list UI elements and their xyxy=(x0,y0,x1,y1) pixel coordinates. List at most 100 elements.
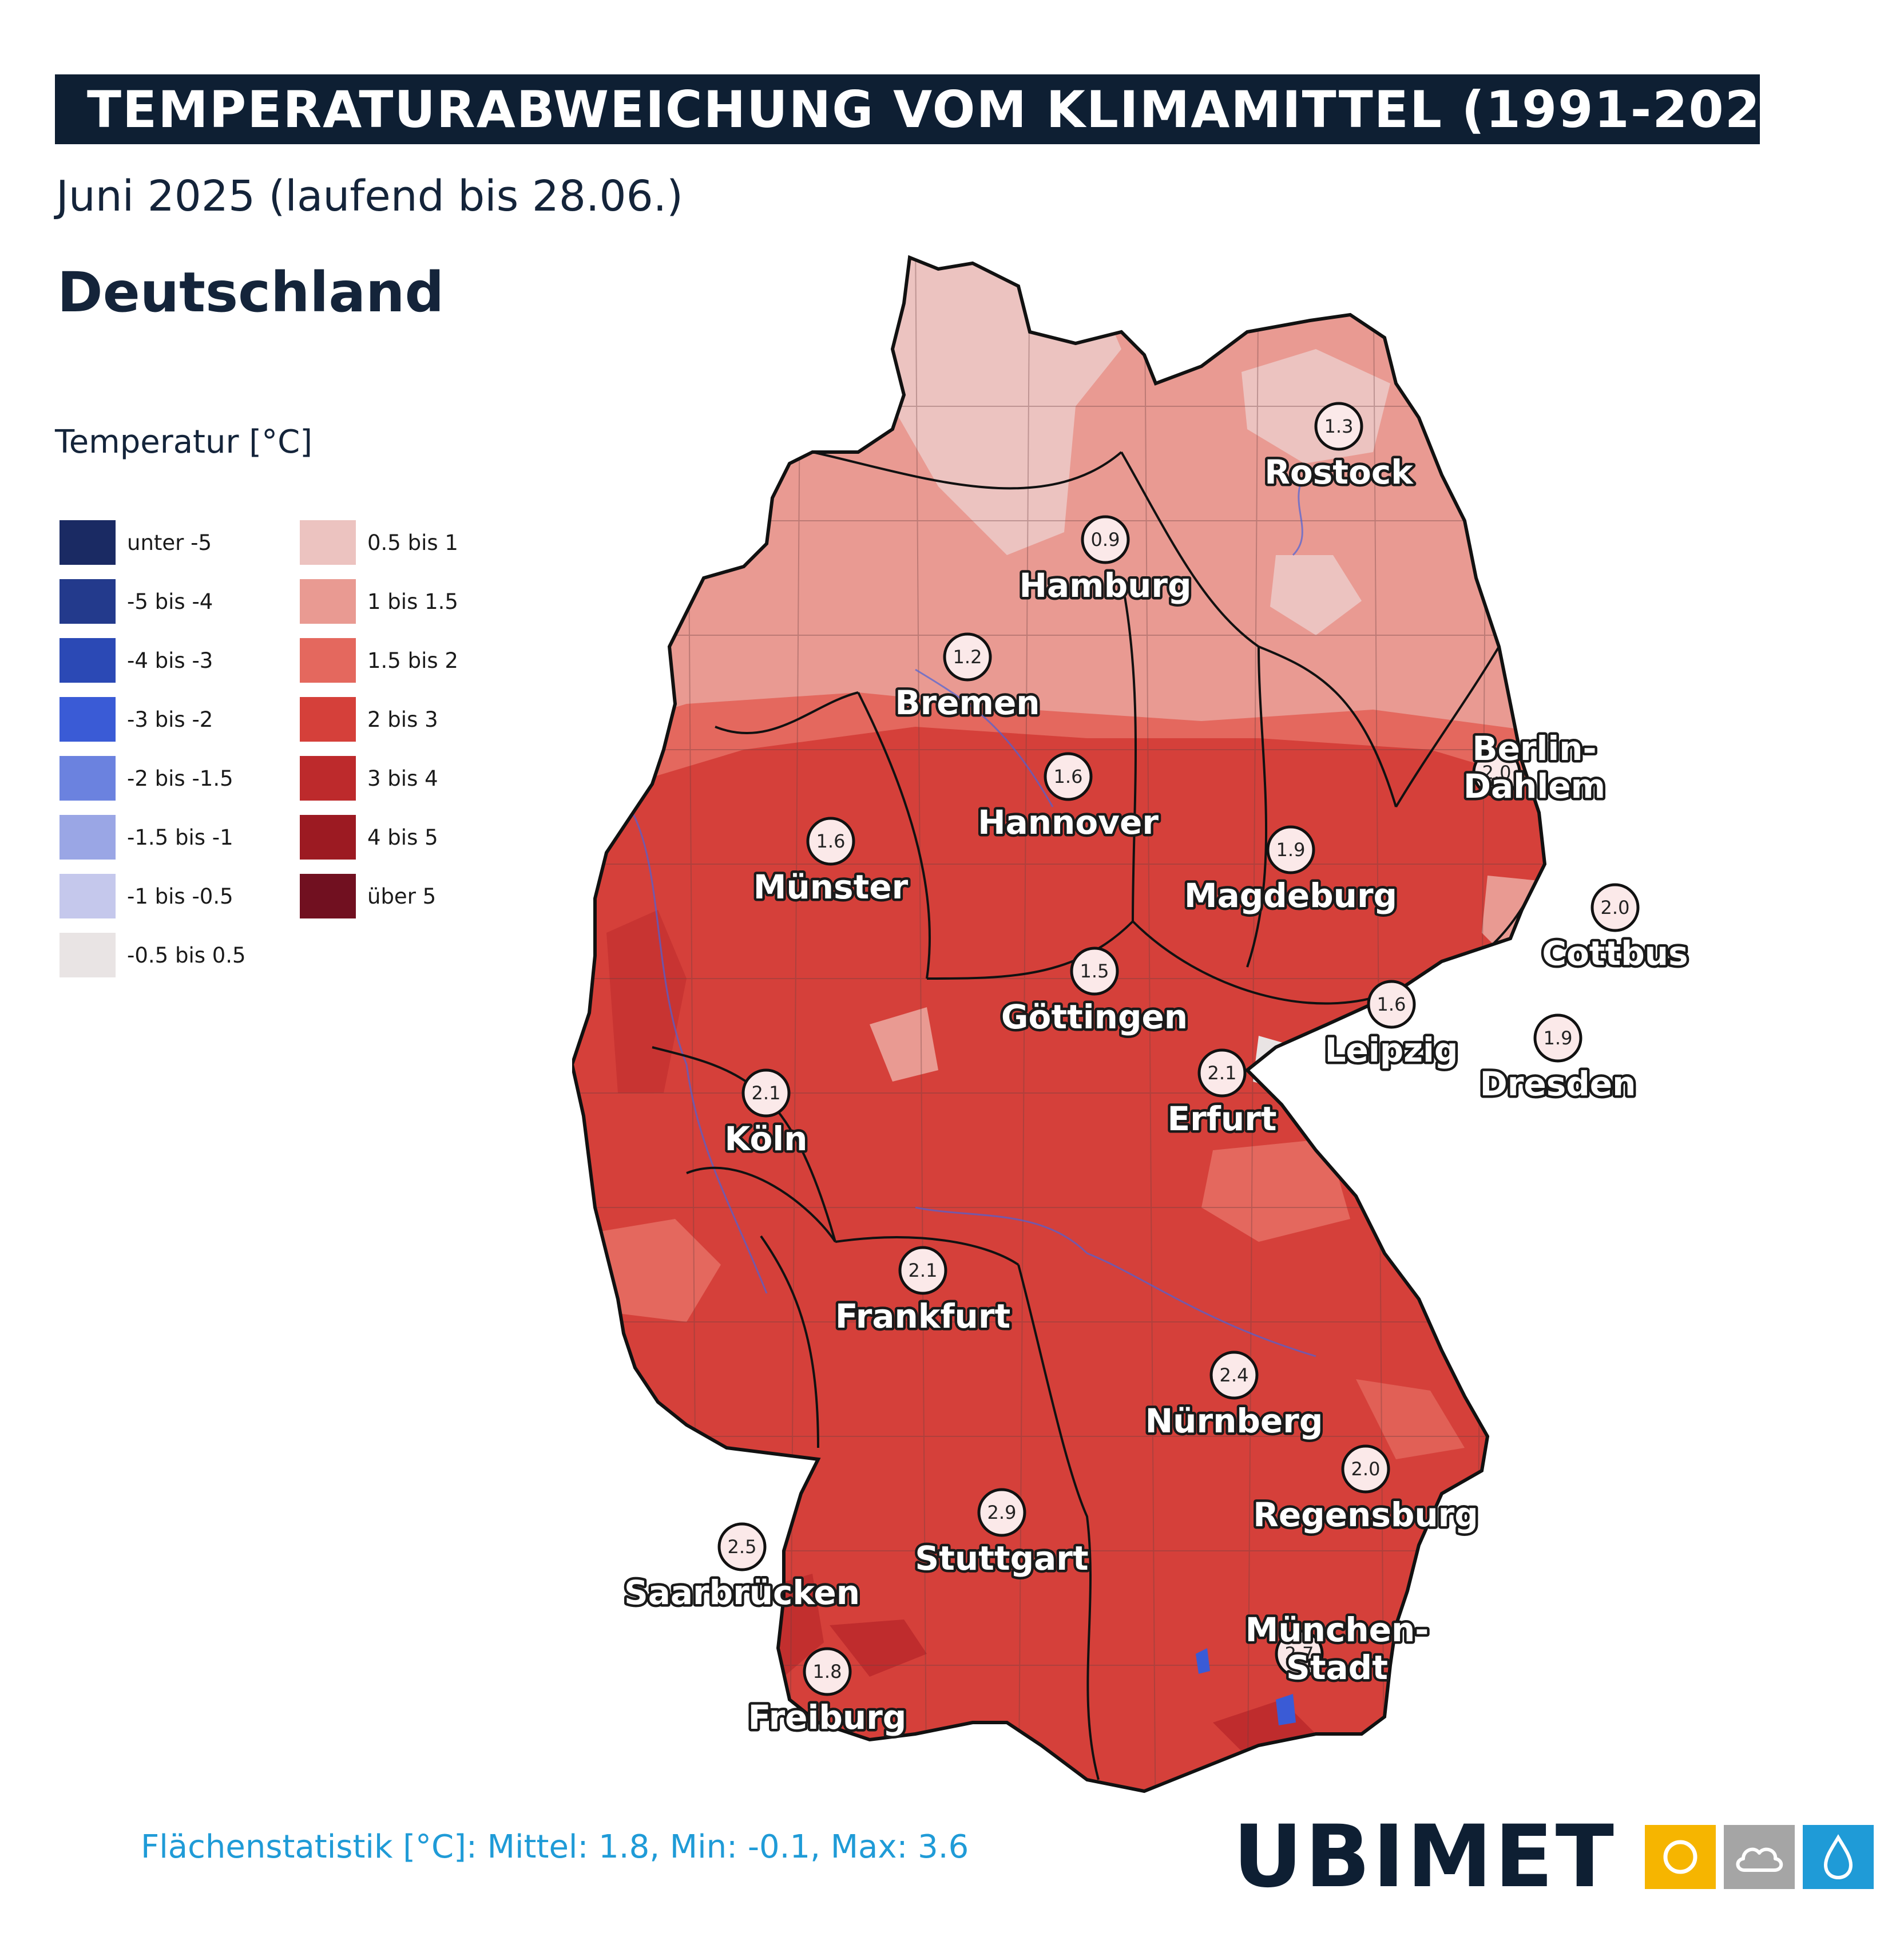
city-value: 2.5 xyxy=(728,1536,757,1558)
city-name: München- xyxy=(1246,1610,1429,1649)
city-name: Berlin- xyxy=(1472,729,1596,768)
city-value: 1.9 xyxy=(1276,839,1306,861)
map-title: TEMPERATURABWEICHUNG VOM KLIMAMITTEL (19… xyxy=(87,80,1822,139)
legend-label: 2 bis 3 xyxy=(367,707,438,732)
city-marker: 1.2 Bremen xyxy=(893,632,1042,725)
legend-label: -1 bis -0.5 xyxy=(127,884,233,909)
city-name: Hannover xyxy=(978,803,1159,842)
city-marker: 2.4 Nürnberg xyxy=(1143,1351,1326,1443)
city-value-circle xyxy=(1070,947,1119,996)
sun-icon xyxy=(1645,1825,1716,1889)
legend-label: -2 bis -1.5 xyxy=(127,766,233,791)
drop-icon xyxy=(1803,1825,1874,1889)
legend-swatch xyxy=(300,520,356,565)
city-value-circle xyxy=(1275,1629,1324,1678)
city-value: 2.1 xyxy=(752,1082,781,1104)
legend-item: unter -5 xyxy=(60,520,212,565)
legend-label: -5 bis -4 xyxy=(127,589,213,614)
city-marker: 1.3 Rostock xyxy=(1262,402,1417,494)
city-value: 2.1 xyxy=(909,1260,938,1281)
legend-item: 1.5 bis 2 xyxy=(300,638,458,683)
cloud-icon xyxy=(1724,1825,1795,1889)
legend-item: -3 bis -2 xyxy=(60,696,213,742)
city-name: Stuttgart xyxy=(915,1539,1088,1578)
legend-swatch xyxy=(60,520,116,565)
city-value: 2.7 xyxy=(1285,1643,1314,1665)
legend-swatch xyxy=(300,697,356,742)
legend-label: 3 bis 4 xyxy=(367,766,438,791)
legend-label: unter -5 xyxy=(127,530,212,555)
city-value: 2.1 xyxy=(1208,1062,1237,1084)
city-value: 1.6 xyxy=(1054,766,1083,787)
city-value-circle xyxy=(977,1488,1026,1537)
city-marker: 2.9 Stuttgart xyxy=(913,1488,1091,1581)
city-name: Hamburg xyxy=(1019,566,1191,605)
city-value: 1.6 xyxy=(1377,993,1406,1015)
city-marker: 1.6 Leipzig xyxy=(1322,980,1461,1072)
city-name: Leipzig xyxy=(1325,1031,1458,1070)
city-value-circle xyxy=(1590,883,1640,932)
city-name: Münster xyxy=(753,868,909,906)
region-name: Deutschland xyxy=(57,260,445,324)
legend-label: -4 bis -3 xyxy=(127,648,213,673)
title-bar: TEMPERATURABWEICHUNG VOM KLIMAMITTEL (19… xyxy=(55,74,1820,144)
brand-name: UBIMET xyxy=(1233,1807,1616,1907)
city-value-circle xyxy=(1533,1013,1582,1063)
city-marker: 1.8 Freiburg xyxy=(745,1647,909,1740)
legend-swatch xyxy=(300,756,356,801)
legend-item: -1 bis -0.5 xyxy=(60,873,233,919)
city-name: Köln xyxy=(725,1119,808,1158)
city-marker: 1.9 Magdeburg xyxy=(1181,825,1400,918)
legend-swatch xyxy=(300,874,356,918)
city-marker: 2.0 Cottbus xyxy=(1540,883,1691,976)
legend-item: 3 bis 4 xyxy=(300,755,438,801)
city-value-circle xyxy=(1472,748,1521,797)
legend-swatch xyxy=(60,815,116,860)
city-value: 0.9 xyxy=(1091,529,1120,551)
city-value: 1.3 xyxy=(1324,415,1354,437)
legend-item: 2 bis 3 xyxy=(300,696,438,742)
city-value-circle xyxy=(1341,1444,1390,1494)
city-value: 1.9 xyxy=(1544,1027,1573,1049)
legend-item: über 5 xyxy=(300,873,436,919)
city-name: Cottbus xyxy=(1542,934,1688,973)
city-value-circle xyxy=(1314,402,1363,451)
city-marker: 2.1 Köln xyxy=(722,1068,810,1161)
city-value-circle xyxy=(717,1522,767,1571)
city-value: 2.9 xyxy=(987,1502,1017,1523)
legend-title: Temperatur [°C] xyxy=(55,423,313,461)
legend-item: 1 bis 1.5 xyxy=(300,579,458,624)
city-value-circle xyxy=(1209,1351,1259,1400)
city-value-circle xyxy=(1081,515,1130,564)
legend-item: -4 bis -3 xyxy=(60,638,213,683)
legend-swatch xyxy=(60,756,116,801)
city-value-circle xyxy=(806,817,855,866)
legend-label: -1.5 bis -1 xyxy=(127,825,233,850)
city-name: Regensburg xyxy=(1253,1495,1478,1534)
germany-map: 1.3 Rostock 0.9 Hamburg 1.2 Bremen 1.6 Hannover… xyxy=(572,235,1751,1848)
legend-swatch xyxy=(60,933,116,977)
legend-item: 0.5 bis 1 xyxy=(300,520,458,565)
city-marker: 2.5 Saarbrücken xyxy=(621,1522,863,1615)
map-svg: 1.3 Rostock 0.9 Hamburg 1.2 Bremen 1.6 Hannover… xyxy=(572,235,1691,1848)
city-name: Göttingen xyxy=(1001,997,1188,1036)
city-value: 2.0 xyxy=(1601,897,1630,918)
legend-swatch xyxy=(300,579,356,624)
city-value-circle xyxy=(741,1068,791,1118)
legend-label: -3 bis -2 xyxy=(127,707,213,732)
city-marker: 0.9 Hamburg xyxy=(1017,515,1194,608)
city-name: Erfurt xyxy=(1167,1099,1276,1138)
city-value-circle xyxy=(1367,980,1416,1029)
city-value: 1.6 xyxy=(816,830,846,852)
city-value: 2.0 xyxy=(1351,1458,1381,1480)
city-value-circle xyxy=(1197,1048,1247,1098)
ubimet-logo: UBIMET xyxy=(1233,1807,1874,1907)
city-name-line2: Dahlem xyxy=(1463,767,1605,806)
city-value: 2.4 xyxy=(1220,1364,1249,1386)
legend-item: -5 bis -4 xyxy=(60,579,213,624)
city-value-circle xyxy=(803,1647,852,1696)
city-name-line2: Stadt xyxy=(1286,1648,1388,1687)
legend-label: 1 bis 1.5 xyxy=(367,589,458,614)
